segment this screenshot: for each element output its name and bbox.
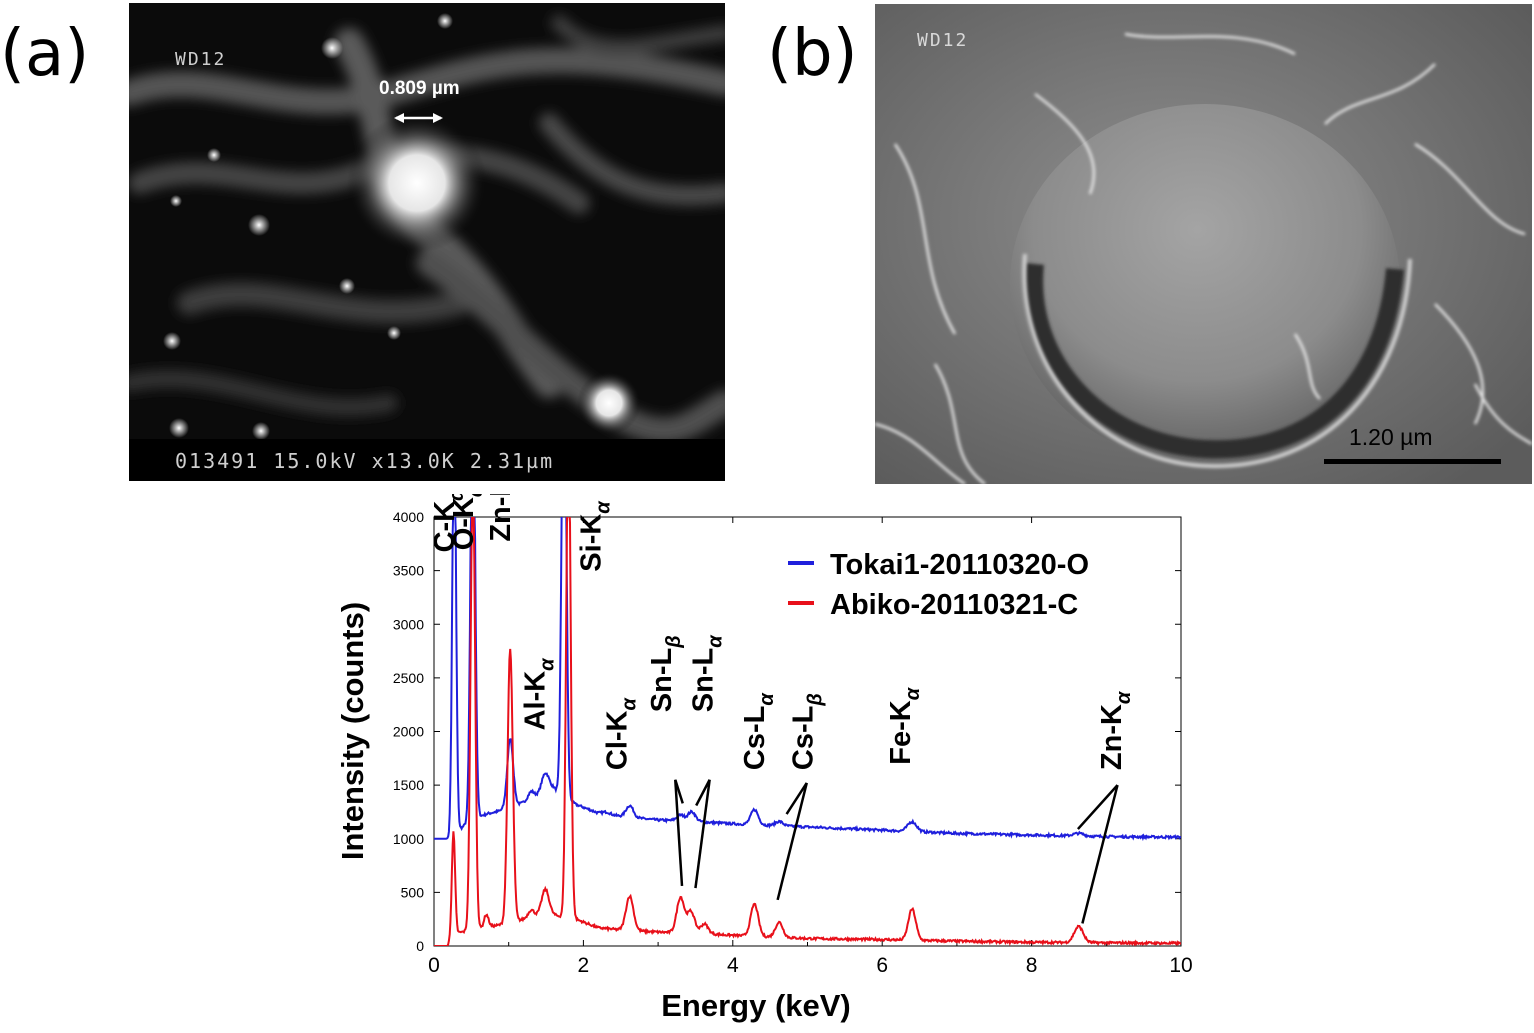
x-tick-label: 4 (727, 954, 739, 977)
sem-info-bar: 013491 15.0kV x13.0K 2.31µm (129, 439, 725, 481)
peak-label: Fe-Kα (885, 686, 924, 764)
pointer-line (695, 779, 711, 807)
peak-label: Cl-Kα (602, 697, 641, 771)
x-tick-label: 6 (876, 954, 888, 977)
y-tick-label: 2000 (393, 724, 424, 740)
pointer-line (674, 779, 684, 804)
eds-spectrum-chart: 0 500 1000 1500 2000 2500 3000 3500 4000 0 2 4 6 8 10 C… (335, 494, 1193, 1023)
x-tick-label: 10 (1169, 954, 1192, 977)
series-line-2 (434, 517, 1181, 946)
peak-label: Sn-Lβ (646, 635, 685, 712)
scale-bar (1324, 459, 1501, 464)
sem-image-b: WD12 1.20 µm (875, 4, 1532, 484)
peak-label: Si-Kα (576, 500, 615, 572)
pointer-line (1076, 784, 1119, 830)
working-distance-label: WD12 (175, 49, 227, 70)
y-axis-title: Intensity (counts) (335, 602, 370, 860)
pointer-line (1081, 784, 1119, 924)
x-axis-title: Energy (keV) (661, 988, 851, 1023)
y-tick-label: 3000 (393, 616, 424, 632)
sem-image-a: WD12 0.809 µm 013491 15.0kV x13.0K 2.31µ… (129, 3, 725, 481)
peak-label: Cs-Lα (739, 692, 778, 770)
y-tick-label: 500 (401, 884, 425, 900)
y-tick-label: 4000 (393, 509, 424, 525)
sem-texture-a (129, 13, 725, 444)
measurement-label: 0.809 µm (379, 78, 460, 99)
x-tick-label: 2 (578, 954, 590, 977)
x-tick-label: 0 (428, 954, 440, 977)
working-distance-label: WD12 (917, 30, 969, 51)
legend-label: Tokai1-20110320-O (830, 549, 1089, 581)
x-tick-label: 8 (1026, 954, 1038, 977)
sem-texture-b (875, 4, 1532, 484)
peak-label: O-Kα (448, 494, 487, 550)
pointer-line (785, 782, 808, 815)
pointer-line (674, 779, 684, 887)
y-tick-label: 0 (416, 938, 424, 954)
series-line-1 (434, 517, 1181, 842)
legend: Tokai1-20110320-O Abiko-20110321-C (788, 549, 1089, 621)
panel-label-b: (b) (767, 17, 858, 91)
y-tick-label: 3500 (393, 563, 424, 579)
sem-info-text: 013491 15.0kV x13.0K 2.31µm (175, 449, 555, 473)
peak-label: C-Kα (429, 494, 468, 552)
scale-bar-label: 1.20 µm (1349, 424, 1433, 450)
peak-label: Zn-Lα (485, 494, 524, 542)
peak-label: Cs-Lβ (788, 693, 827, 770)
legend-label: Abiko-20110321-C (830, 589, 1078, 621)
y-tick-label: 2500 (393, 670, 424, 686)
peak-label: Sn-Lα (688, 634, 727, 712)
y-tick-label: 1500 (393, 777, 424, 793)
pointer-line (776, 782, 808, 901)
peak-label: Zn-Kα (1096, 690, 1135, 770)
plot-area: 0 500 1000 1500 2000 2500 3000 3500 4000 0 2 4 6 8 10 C… (393, 494, 1193, 977)
peak-label: Al-Kα (520, 657, 559, 731)
pointer-line (694, 779, 711, 889)
y-tick-label: 1000 (393, 831, 424, 847)
panel-label-a: (a) (0, 17, 90, 91)
